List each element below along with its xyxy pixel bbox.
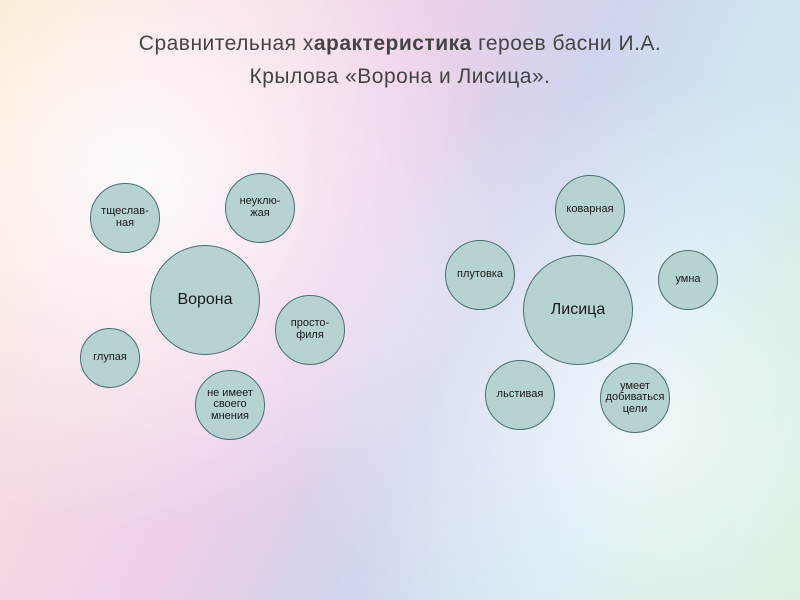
title-line-1: Сравнительная характеристика героев басн… [0, 28, 800, 61]
title-frag: «Ворона и Лисица». [345, 65, 550, 88]
vorona-trait-node: глупая [80, 328, 140, 388]
title-frag: Крылова [250, 65, 346, 88]
vorona-trait-node: просто-филя [275, 295, 345, 365]
diagram-canvas: Сравнительная характеристика героев басн… [0, 0, 800, 600]
vorona-trait-node: тщеслав-ная [90, 183, 160, 253]
vorona-trait-node: не имеет своего мнения [195, 370, 265, 440]
lisitsa-trait-node: льстивая [485, 360, 555, 430]
vorona-center-node: Ворона [150, 245, 260, 355]
lisitsa-trait-node: плутовка [445, 240, 515, 310]
lisitsa-trait-node: умеет добиваться цели [600, 363, 670, 433]
title-frag: Сравнительная х [139, 32, 314, 55]
vorona-trait-node: неуклю-жая [225, 173, 295, 243]
page-title: Сравнительная характеристика героев басн… [0, 28, 800, 93]
lisitsa-trait-node: умна [658, 250, 718, 310]
title-frag: героев басни И.А. [472, 32, 661, 55]
lisitsa-trait-node: коварная [555, 175, 625, 245]
title-frag: арактеристика [314, 32, 472, 55]
lisitsa-center-node: Лисица [523, 255, 633, 365]
title-line-2: Крылова «Ворона и Лисица». [0, 61, 800, 94]
